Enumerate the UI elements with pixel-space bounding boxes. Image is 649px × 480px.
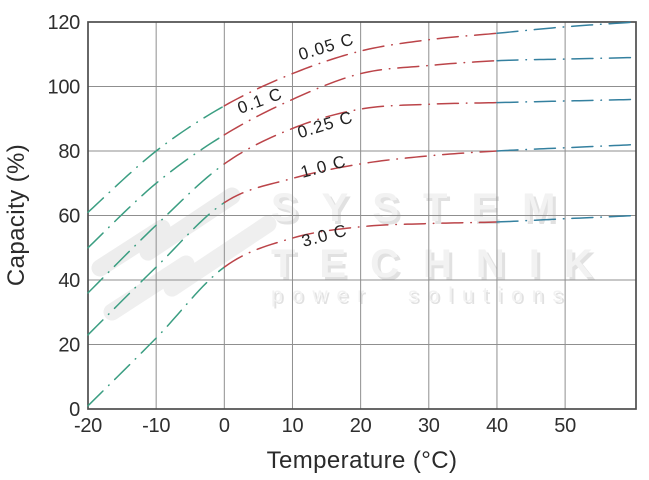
- y-axis-title: Capacity (%): [3, 144, 30, 286]
- y-tick-label-120: 120: [48, 12, 81, 34]
- curve-3.0C-zone-0: [87, 266, 226, 407]
- y-tick-label-0: 0: [69, 399, 80, 421]
- x-tick-label--20: -20: [74, 415, 102, 437]
- y-tick-label-60: 60: [58, 206, 80, 228]
- curve-1.0C-zone-0: [87, 201, 226, 336]
- curve-label-1.0C: 1.0 C: [299, 151, 349, 181]
- curve-0.25C-zone-0: [87, 163, 226, 294]
- curve-3.0C-zone-1: [223, 221, 498, 268]
- watermark-text-power-solutions: power solutions: [271, 284, 572, 307]
- y-tick-label-40: 40: [58, 270, 80, 292]
- curve-label-0.05C: 0.05 C: [296, 29, 356, 64]
- y-tick-label-100: 100: [48, 77, 81, 99]
- watermark: SYSTEM SYSTEM TECHNIK TECHNIK power solu…: [91, 186, 620, 321]
- curve-0.05C-zone-0: [87, 105, 226, 214]
- curve-0.1C-zone-0: [87, 134, 226, 249]
- plot-border: [87, 21, 637, 410]
- curve-label-0.25C: 0.25 C: [295, 107, 355, 142]
- x-tick-label-50: 50: [554, 415, 576, 437]
- curve-0.25C-zone-1: [223, 101, 498, 165]
- watermark-text-technik-shadow: TECHNIK: [274, 245, 620, 289]
- curve-0.1C-zone-1: [223, 59, 498, 136]
- x-tick-label-40: 40: [486, 415, 508, 437]
- axis-tick-labels: -20 -10 0 10 20 30 40 50 0 20 40 60 80 100 120: [48, 12, 577, 437]
- capacity-curves: [87, 21, 637, 407]
- x-tick-label-30: 30: [418, 415, 440, 437]
- curve-0.25C-zone-2: [496, 98, 637, 104]
- x-axis-title: Temperature (°C): [267, 447, 458, 474]
- curve-0.05C-zone-1: [223, 32, 498, 107]
- curve-1.0C-zone-2: [496, 143, 637, 152]
- x-tick-label-10: 10: [282, 415, 304, 437]
- curve-0.1C-zone-2: [496, 56, 637, 62]
- watermark-logo-swoosh: [91, 187, 277, 321]
- curve-label-0.1C: 0.1 C: [235, 84, 285, 118]
- curve-1.0C-zone-1: [223, 150, 498, 204]
- x-tick-label-0: 0: [219, 415, 230, 437]
- watermark-text-technik: TECHNIK: [271, 242, 617, 286]
- x-tick-label--10: -10: [142, 415, 170, 437]
- curve-0.05C-zone-2: [496, 21, 637, 35]
- watermark-text-system-shadow: SYSTEM: [274, 189, 582, 233]
- y-tick-label-20: 20: [58, 335, 80, 357]
- watermark-text-system: SYSTEM: [271, 186, 579, 230]
- curve-3.0C-zone-2: [496, 214, 637, 223]
- watermark-text-power-solutions-shadow: power solutions: [273, 286, 574, 309]
- x-tick-label-20: 20: [350, 415, 372, 437]
- y-tick-label-80: 80: [58, 141, 80, 163]
- plot-grid: [88, 22, 636, 409]
